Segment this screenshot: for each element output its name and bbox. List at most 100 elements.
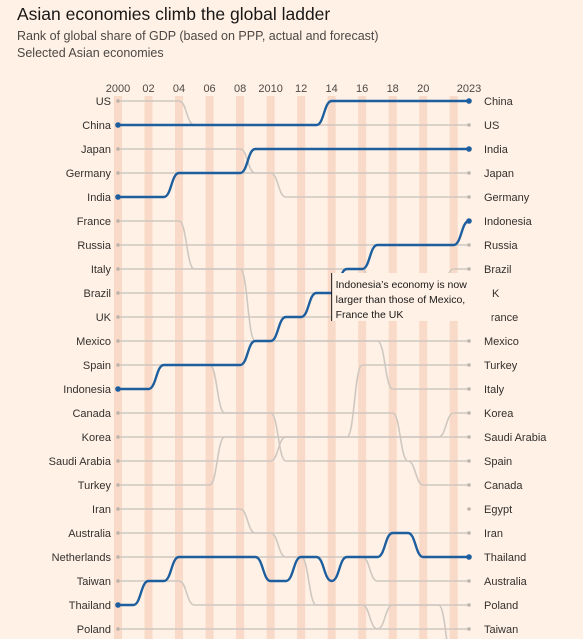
year-band	[236, 96, 245, 639]
chart-title: Asian economies climb the global ladder	[17, 4, 331, 24]
year-band	[388, 96, 397, 639]
background-series-line	[118, 172, 469, 198]
background-series-start-dot	[116, 219, 120, 223]
background-series-start-dot	[116, 147, 120, 151]
background-series-end-dot	[467, 507, 471, 511]
left-rank-label: Brazil	[83, 288, 111, 300]
left-rank-label: Russia	[77, 240, 112, 252]
background-series-line	[118, 412, 469, 486]
highlight-end-dot-india	[466, 146, 472, 152]
background-series-line	[118, 148, 469, 174]
background-series-line	[118, 364, 469, 486]
background-series-end-dot	[467, 411, 471, 415]
x-tick-label: 14	[326, 83, 338, 95]
chart-subtitle: Rank of global share of GDP (based on PP…	[17, 29, 379, 43]
highlight-start-dot-thailand	[115, 602, 121, 608]
left-rank-label: Korea	[82, 432, 112, 444]
left-rank-label: Thailand	[69, 600, 111, 612]
left-rank-label: Mexico	[76, 336, 111, 348]
x-tick-label: 2010	[258, 83, 282, 95]
right-rank-label: Germany	[484, 192, 530, 204]
background-series-end-dot	[467, 387, 471, 391]
x-tick-label: 20	[417, 83, 429, 95]
background-series-line	[118, 436, 469, 462]
background-series-end-dot	[467, 363, 471, 367]
background-series-start-dot	[116, 99, 120, 103]
background-series-end-dot	[467, 603, 471, 607]
background-series-start-dot	[116, 483, 120, 487]
annotation-text: larger than those of Mexico,	[336, 294, 466, 306]
right-rank-label: Australia	[484, 576, 528, 588]
year-band	[419, 96, 428, 639]
annotation-text: France the UK	[336, 309, 404, 321]
right-rank-label: Thailand	[484, 552, 526, 564]
year-band	[358, 96, 367, 639]
background-series-line	[118, 532, 469, 582]
highlight-start-dot-india	[115, 194, 121, 200]
highlight-start-dot-indonesia	[115, 386, 121, 392]
annotation-background	[331, 273, 492, 321]
year-band	[114, 96, 122, 639]
left-rank-label: Germany	[66, 168, 112, 180]
year-band	[266, 96, 275, 639]
year-band	[205, 96, 214, 639]
background-series-start-dot	[116, 459, 120, 463]
background-series-start-dot	[116, 339, 120, 343]
background-series-end-dot	[467, 483, 471, 487]
year-band	[144, 96, 153, 639]
left-rank-label: Poland	[77, 624, 111, 636]
highlight-start-dot-china	[115, 122, 121, 128]
background-series-start-dot	[116, 267, 120, 271]
highlight-line-india	[118, 147, 469, 199]
right-rank-label: Iran	[484, 528, 503, 540]
left-rank-label: Taiwan	[77, 576, 111, 588]
right-rank-label: Mexico	[484, 336, 519, 348]
left-rank-label: France	[77, 216, 111, 228]
x-tick-label: 2023	[457, 83, 481, 95]
right-rank-label: Poland	[484, 600, 518, 612]
background-series-end-dot	[467, 531, 471, 535]
highlight-end-dot-china	[466, 98, 472, 104]
background-series-end-dot	[467, 339, 471, 343]
x-tick-label: 02	[142, 83, 154, 95]
background-series-line	[118, 412, 469, 438]
background-series-end-dot	[467, 459, 471, 463]
left-rank-label: India	[87, 192, 112, 204]
x-tick-label: 16	[356, 83, 368, 95]
x-tick-label: 2000	[106, 83, 130, 95]
right-rank-label: India	[484, 144, 509, 156]
right-rank-label: Japan	[484, 168, 514, 180]
background-series-end-dot	[467, 171, 471, 175]
background-series-start-dot	[116, 363, 120, 367]
highlight-end-dot-indonesia	[466, 218, 472, 224]
left-rank-label: Japan	[81, 144, 111, 156]
highlight-end-dot-thailand	[466, 554, 472, 560]
left-rank-label: Iran	[92, 504, 111, 516]
right-rank-label: Italy	[484, 384, 505, 396]
left-rank-label: China	[82, 120, 112, 132]
background-series-line	[118, 580, 469, 630]
highlight-line-thailand	[118, 531, 469, 607]
right-rank-label: Spain	[484, 456, 512, 468]
year-band	[297, 96, 306, 639]
x-tick-label: 18	[387, 83, 399, 95]
left-rank-label: Spain	[83, 360, 111, 372]
x-tick-label: 04	[173, 83, 185, 95]
left-rank-label: Turkey	[78, 480, 112, 492]
year-band	[327, 96, 336, 639]
background-series-start-dot	[116, 627, 120, 631]
background-series-start-dot	[116, 579, 120, 583]
highlight-line-indonesia	[118, 219, 470, 391]
right-rank-label: US	[484, 120, 499, 132]
x-tick-label: 08	[234, 83, 246, 95]
annotation-text: Indonesia’s economy is now	[336, 279, 468, 291]
left-rank-label: Saudi Arabia	[49, 456, 112, 468]
background-series-start-dot	[116, 435, 120, 439]
background-series-end-dot	[467, 627, 471, 631]
background-series-line	[118, 604, 469, 630]
background-series-start-dot	[116, 507, 120, 511]
left-rank-label: Indonesia	[63, 384, 112, 396]
background-series-start-dot	[116, 315, 120, 319]
right-rank-label: Canada	[484, 480, 523, 492]
